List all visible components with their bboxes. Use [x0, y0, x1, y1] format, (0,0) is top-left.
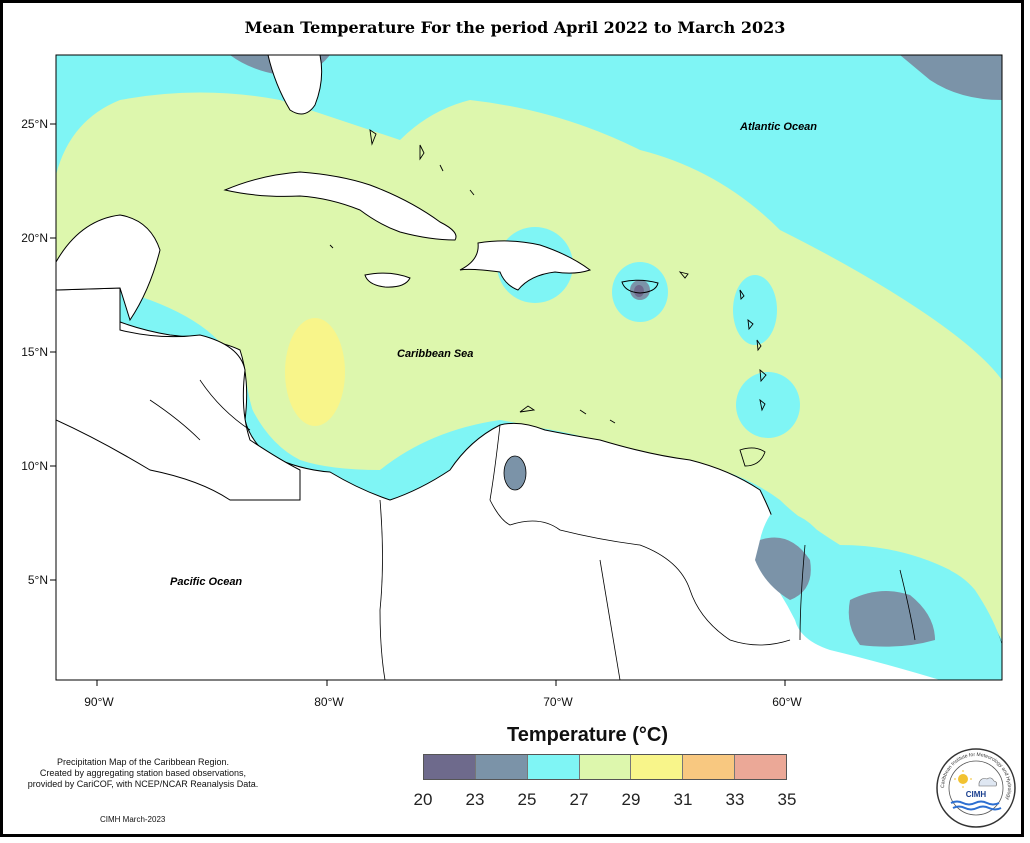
lon-tick-label: 60°W [772, 695, 802, 709]
yellow-warm-core [285, 318, 345, 426]
footnote-line: Created by aggregating station based obs… [39, 768, 247, 778]
footnote-line: provided by CariCOF, with NCEP/NCAR Rean… [27, 779, 259, 789]
puerto-rico-outline [621, 279, 659, 294]
lon-tick-label: 90°W [84, 695, 114, 709]
legend-tick-label: 35 [777, 790, 797, 809]
slate-northeast-field [900, 55, 1002, 100]
map-title: Mean Temperature For the period April 20… [244, 18, 786, 37]
legend-swatch [475, 755, 528, 779]
legend-swatch [631, 755, 684, 779]
logo-text: CIMH [966, 790, 987, 799]
legend-swatch [683, 755, 736, 779]
lat-tick-label: 5°N [28, 573, 48, 587]
credit-text: CIMH March-2023 [100, 815, 166, 824]
jamaica-island [364, 272, 411, 288]
latitude-axis: 25°N 20°N 15°N 10°N 5°N [21, 117, 56, 587]
legend-tick-label: 33 [725, 790, 745, 809]
legend-tick-label: 23 [465, 790, 485, 809]
longitude-axis: 90°W 80°W 70°W 60°W [84, 680, 802, 709]
map-plot-area [56, 55, 1002, 680]
cyan-leeward-pocket [733, 275, 777, 345]
legend-swatch [735, 755, 787, 779]
legend-swatch [527, 755, 580, 779]
legend-tick-label: 27 [569, 790, 589, 809]
sun-icon [958, 774, 968, 784]
legend-swatch [424, 755, 476, 779]
dark-puerto-rico-core [634, 285, 644, 297]
legend-tick-label: 31 [673, 790, 693, 809]
lon-tick-label: 80°W [314, 695, 344, 709]
pacific-ocean-label: Pacific Ocean [170, 576, 242, 588]
atlantic-ocean-label: Atlantic Ocean [739, 121, 817, 133]
legend-tick-label: 29 [621, 790, 641, 809]
wave-icon [950, 800, 1000, 806]
cyan-windward-pocket [736, 372, 800, 438]
footnote-line: Precipitation Map of the Caribbean Regio… [56, 757, 230, 767]
yucatan-landmass [56, 214, 161, 322]
legend-tick-label: 25 [517, 790, 537, 809]
slate-guyana-patch-2 [755, 537, 811, 600]
small-islands [329, 129, 767, 467]
legend-color-bar [423, 754, 787, 780]
florida-landmass [267, 55, 323, 115]
cuba-island [223, 171, 457, 241]
country-borders [149, 379, 916, 680]
central-america-landmass [56, 287, 301, 501]
legend-tick-label: 20 [413, 790, 433, 809]
legend-tick-labels: 20 23 25 27 29 31 33 35 [414, 790, 797, 812]
legend-title: Temperature (°C) [507, 724, 668, 746]
cimh-logo-icon: Caribbean Institute for Meteorology and … [936, 748, 1016, 828]
lake-maracaibo [503, 455, 527, 491]
lon-tick-label: 70°W [543, 695, 573, 709]
lat-tick-label: 25°N [21, 117, 48, 131]
legend-swatch [579, 755, 632, 779]
caribbean-sea-label: Caribbean Sea [397, 348, 473, 360]
hispaniola-island [459, 240, 592, 291]
footnote: Precipitation Map of the Caribbean Regio… [8, 757, 278, 790]
lat-tick-label: 20°N [21, 231, 48, 245]
lat-tick-label: 10°N [21, 459, 48, 473]
lat-tick-label: 15°N [21, 345, 48, 359]
cloud-icon [978, 777, 997, 787]
plot-border [55, 54, 1003, 681]
